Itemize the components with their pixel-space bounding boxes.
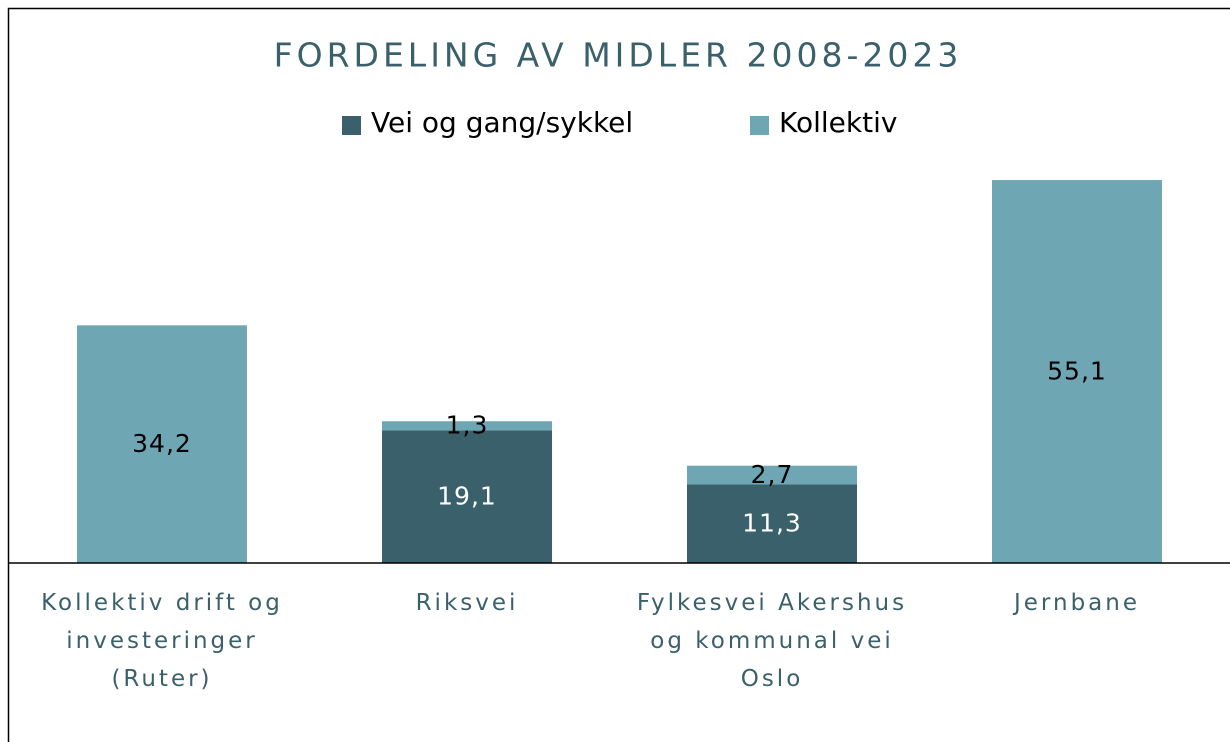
- bar-segment: [992, 180, 1162, 563]
- chart-title: FORDELING AV MIDLER 2008-2023: [274, 36, 963, 75]
- x-tick-label: Jernbane: [1014, 590, 1140, 616]
- x-tick-label: Riksvei: [415, 590, 519, 616]
- data-label: 1,3: [446, 411, 489, 440]
- frame: [7, 7, 1230, 742]
- x-tick-label: Kollektiv drift og investeringer (Ruter): [41, 590, 283, 692]
- legend-swatch: [342, 116, 361, 135]
- data-label: 11,3: [742, 509, 802, 538]
- bar-segment: [687, 465, 857, 485]
- legend-label: Vei og gang/sykkel: [371, 106, 633, 139]
- bar-segment: [382, 421, 552, 431]
- legend-label: Kollektiv: [779, 106, 897, 139]
- data-label: 34,2: [132, 429, 192, 458]
- data-label: 55,1: [1047, 357, 1107, 386]
- bar-segment: [687, 484, 857, 563]
- x-tick-label: Fylkesvei Akershus og kommunal vei Oslo: [636, 590, 908, 692]
- bar-segment: [382, 430, 552, 563]
- data-label: 2,7: [751, 460, 794, 489]
- data-label: 19,1: [437, 482, 497, 511]
- legend-swatch: [750, 116, 769, 135]
- bar-segment: [77, 325, 247, 563]
